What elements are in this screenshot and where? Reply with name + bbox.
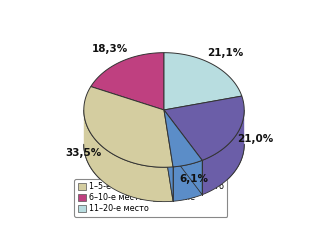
Polygon shape	[164, 110, 173, 201]
Polygon shape	[84, 144, 244, 202]
Polygon shape	[164, 53, 242, 110]
Text: 21,0%: 21,0%	[237, 134, 273, 144]
Polygon shape	[84, 87, 173, 167]
Polygon shape	[202, 110, 244, 195]
Polygon shape	[84, 110, 173, 202]
Polygon shape	[164, 110, 202, 195]
Polygon shape	[164, 110, 173, 201]
Polygon shape	[91, 53, 164, 110]
Text: 33,5%: 33,5%	[66, 148, 102, 158]
Polygon shape	[164, 96, 244, 160]
Polygon shape	[173, 160, 202, 201]
Text: 21,1%: 21,1%	[207, 48, 243, 58]
Polygon shape	[164, 110, 202, 195]
Legend: 1–5-е место, 6–10-е место, 11–20-е место, 21–50-е место, Прочие: 1–5-е место, 6–10-е место, 11–20-е место…	[75, 179, 228, 217]
Polygon shape	[164, 110, 202, 167]
Text: 18,3%: 18,3%	[92, 44, 128, 54]
Text: 6,1%: 6,1%	[179, 174, 208, 184]
